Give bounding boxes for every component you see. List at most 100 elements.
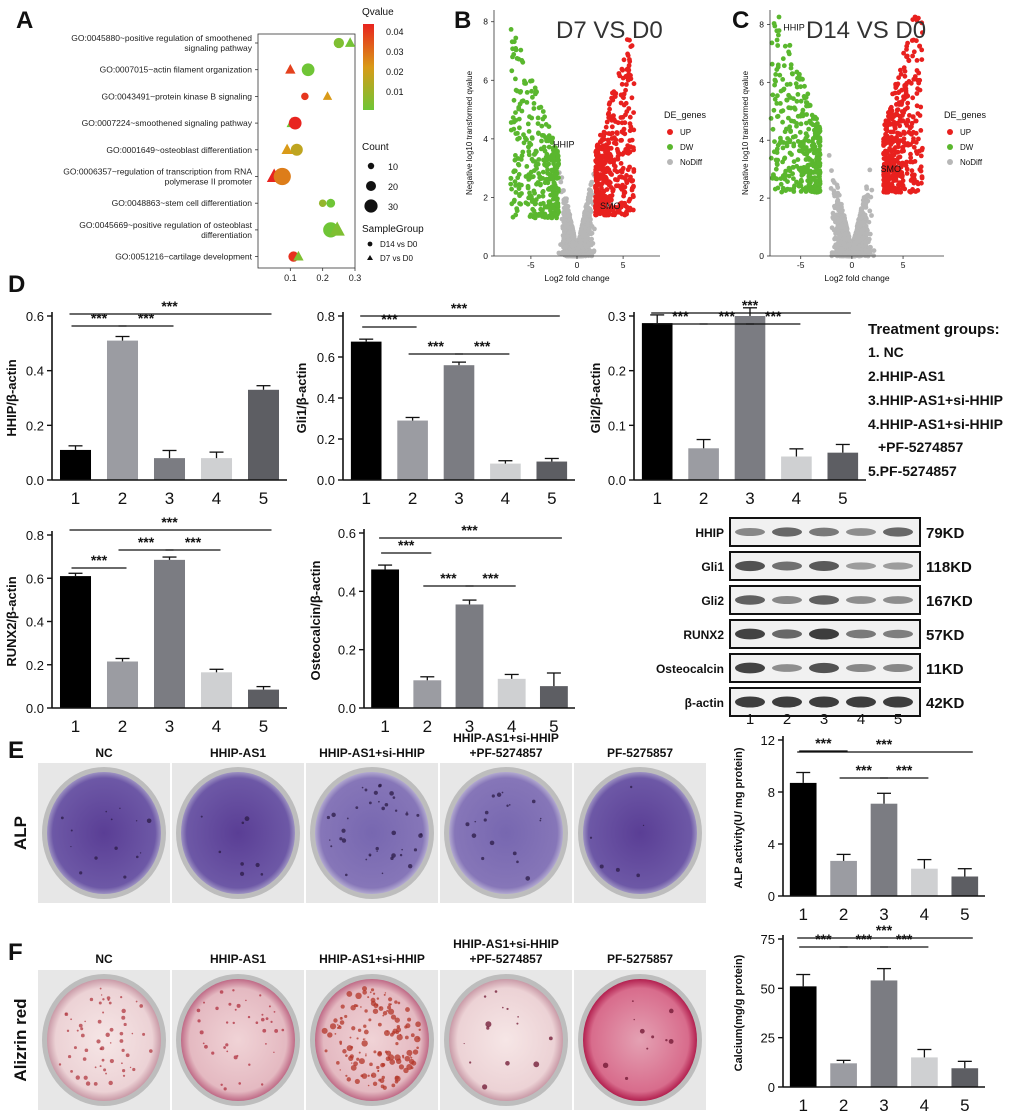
volcano-point (775, 93, 780, 99)
volcano-point (525, 121, 531, 127)
volcano-point (798, 98, 804, 104)
volcano-point (607, 106, 612, 112)
volcano-point (918, 168, 924, 174)
volcano-point (908, 159, 913, 165)
bar (789, 986, 817, 1087)
y-axis-title: Negative log10 transformed qvalue (465, 70, 474, 195)
volcano-point (771, 107, 777, 113)
volcano-point (803, 100, 809, 105)
volcano-point (625, 53, 631, 58)
panel-letter-a: A (16, 7, 33, 34)
volcano-point (903, 163, 909, 169)
significance-label: *** (161, 298, 178, 314)
count-legend-dot (367, 162, 375, 170)
volcano-point (896, 75, 901, 81)
bar (397, 420, 428, 480)
bar (200, 672, 233, 708)
bar (536, 461, 568, 480)
volcano-point (612, 167, 618, 173)
volcano-point (835, 197, 841, 203)
volcano-point (621, 57, 627, 63)
volcano-point (547, 154, 553, 160)
significance-label: *** (815, 931, 832, 947)
volcano-point (910, 53, 915, 59)
y-tick-label: 0.6 (338, 526, 356, 541)
volcano-point (858, 206, 864, 212)
volcano-point (620, 165, 626, 171)
volcano-point (859, 251, 865, 256)
volcano-point (617, 73, 623, 79)
volcano-point (911, 129, 916, 135)
go-point-circle (288, 116, 302, 130)
volcano-point (631, 167, 637, 172)
volcano-point (527, 114, 532, 120)
volcano-point (631, 145, 636, 151)
volcano-point (566, 237, 571, 243)
x-axis-title: Log2 fold change (824, 273, 889, 283)
volcano-point (585, 221, 590, 227)
go-point-circle (326, 198, 336, 208)
y-tick-label: 0 (768, 889, 775, 904)
volcano-point (562, 221, 568, 227)
volcano-point (844, 226, 849, 232)
volcano-point (790, 71, 795, 77)
volcano-point (892, 123, 897, 129)
significance-label: *** (185, 534, 202, 550)
go-term-line-1: GO:0045669~positive regulation of osteob… (79, 220, 252, 230)
volcano-point (780, 108, 786, 114)
volcano-point (550, 135, 555, 141)
volcano-point (524, 100, 530, 105)
volcano-point (519, 58, 525, 63)
volcano-point (834, 252, 840, 258)
volcano-point (621, 190, 627, 196)
volcano-point (526, 129, 532, 134)
bar (870, 980, 898, 1087)
volcano-point (906, 58, 912, 64)
panel-letter-c: C (732, 7, 749, 34)
volcano-point (623, 203, 628, 209)
volcano-point (539, 138, 544, 144)
volcano-point (901, 110, 906, 116)
go-point-triangle (329, 221, 345, 236)
bar (830, 1063, 857, 1087)
volcano-point (772, 186, 778, 192)
volcano-point (794, 121, 799, 126)
volcano-point (885, 156, 891, 161)
volcano-point (525, 183, 531, 189)
go-term-label: GO:0007224~smoothened signaling pathway (82, 118, 253, 128)
volcano-point (555, 153, 561, 159)
volcano-point (869, 213, 874, 218)
volcano-point (864, 184, 869, 190)
volcano-point (631, 127, 637, 133)
go-point-circle (301, 92, 309, 101)
bar (641, 323, 673, 480)
volcano-point (885, 120, 891, 125)
y-tick-label: 0.0 (26, 473, 44, 488)
volcano-point (804, 164, 810, 169)
volcano-point (861, 200, 866, 206)
volcano-point (552, 164, 558, 170)
volcano-point (609, 124, 615, 130)
go-term-label: GO:0001649~osteoblast differentiation (106, 145, 252, 155)
volcano-point (899, 148, 905, 154)
volcano-point (518, 47, 524, 53)
volcano-point (610, 188, 616, 194)
volcano-point (784, 126, 789, 132)
volcano-point (888, 110, 894, 116)
y-tick-label: 0.8 (317, 309, 335, 324)
volcano-point (545, 170, 550, 176)
volcano-point (518, 89, 524, 94)
legend-dot (667, 159, 673, 165)
volcano-point (914, 103, 920, 109)
volcano-point (904, 54, 909, 60)
volcano-point (538, 146, 544, 152)
y-tick-label: 0.6 (26, 571, 44, 586)
y-tick-label: 12 (761, 733, 775, 748)
volcano-point (788, 65, 794, 71)
volcano-point (582, 211, 588, 216)
plot-frame (257, 33, 356, 269)
volcano-point (771, 21, 777, 26)
volcano-point (770, 92, 776, 98)
volcano-title: D7 VS D0 (556, 17, 663, 44)
